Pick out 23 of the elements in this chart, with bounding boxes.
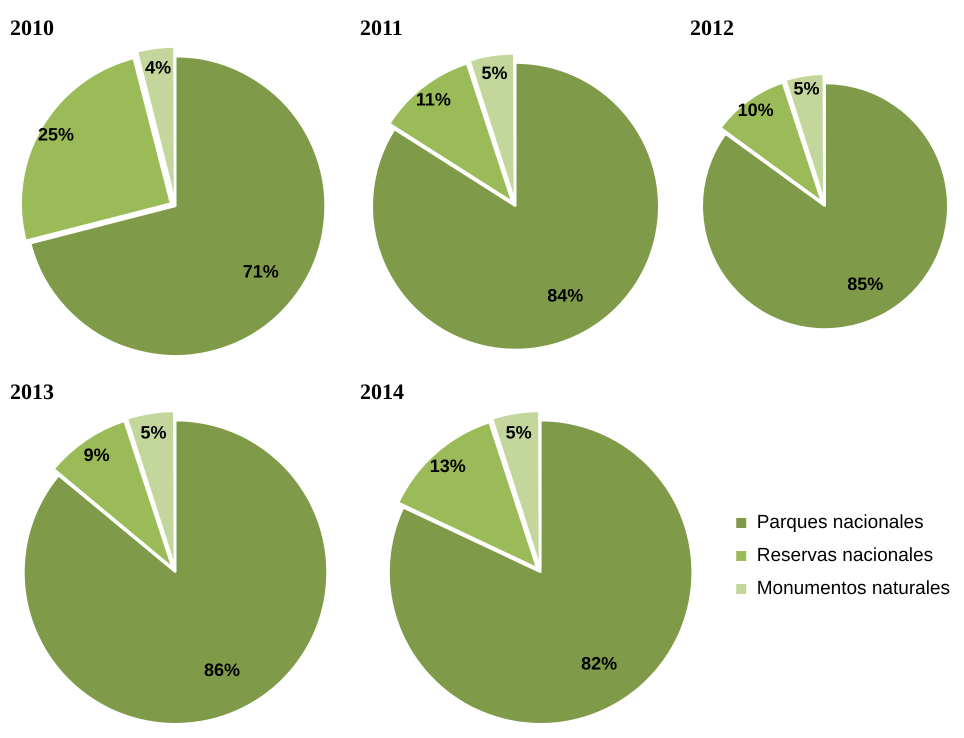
legend-label: Parques nacionales xyxy=(756,512,924,534)
data-label: 10% xyxy=(738,100,774,120)
chart-title: 2011 xyxy=(360,14,403,40)
data-label: 84% xyxy=(547,286,584,306)
chart-title: 2012 xyxy=(690,14,734,40)
data-label: 82% xyxy=(581,653,618,674)
data-label: 13% xyxy=(430,456,466,476)
legend-label: Monumentos naturales xyxy=(756,578,950,600)
chart-title: 2014 xyxy=(360,378,404,404)
legend-label: Reservas nacionales xyxy=(756,545,934,566)
data-label: 25% xyxy=(38,124,74,144)
data-label: 11% xyxy=(416,89,451,110)
data-label: 85% xyxy=(847,274,884,294)
chart-title: 2010 xyxy=(10,14,54,40)
data-label: 5% xyxy=(506,422,532,442)
data-label: 86% xyxy=(204,660,240,680)
data-label: 5% xyxy=(482,62,508,83)
chart-title: 2013 xyxy=(10,378,54,404)
data-label: 9% xyxy=(84,445,110,466)
data-label: 5% xyxy=(794,78,820,99)
data-label: 71% xyxy=(242,261,279,282)
data-label: 5% xyxy=(140,422,167,442)
data-label: 4% xyxy=(145,57,172,78)
